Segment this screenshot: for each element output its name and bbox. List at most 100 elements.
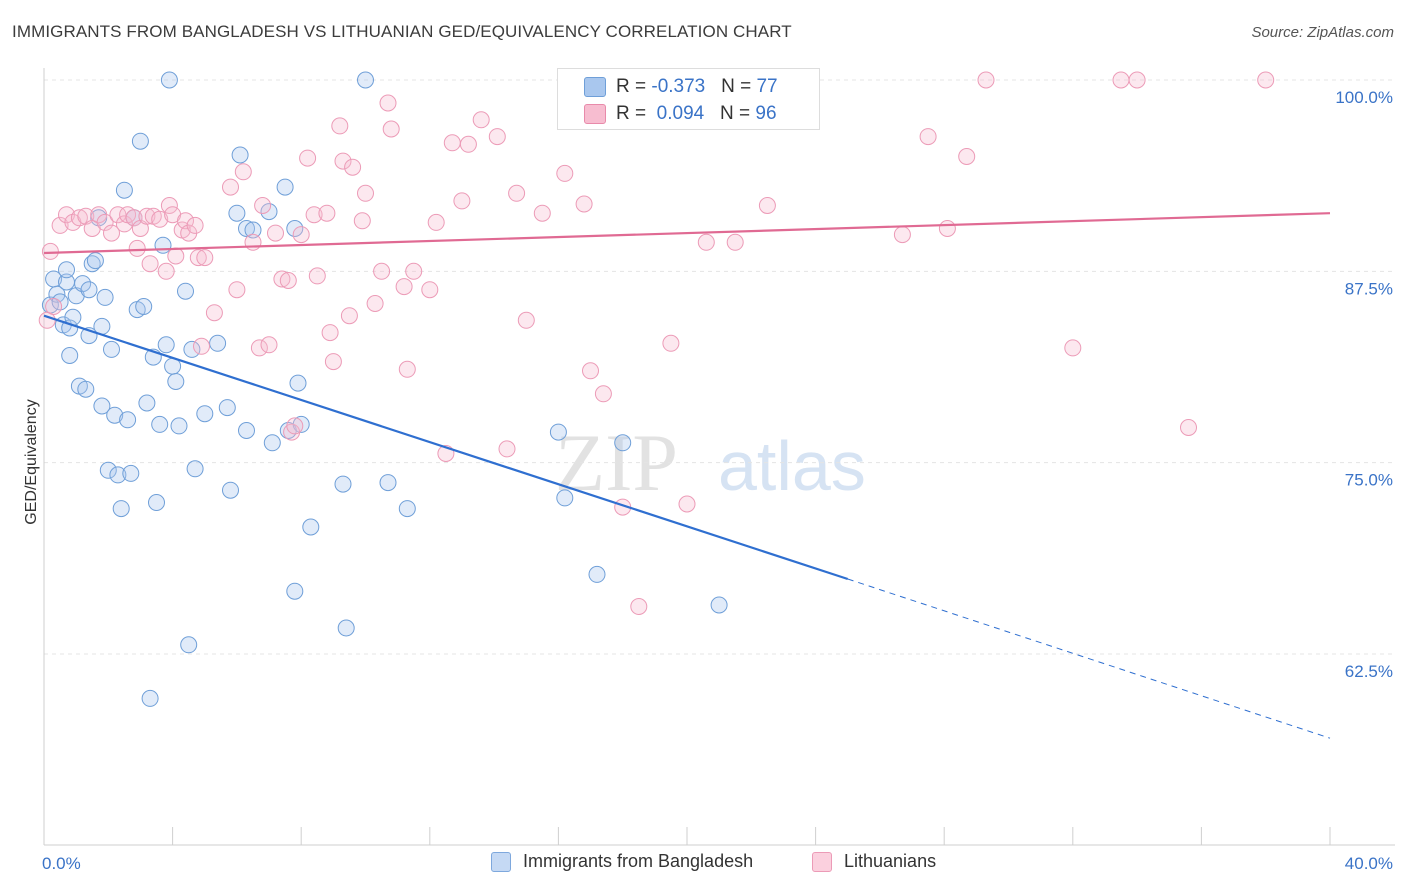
point-lithuanians: [556, 164, 574, 182]
point-bangladesh: [180, 636, 198, 654]
point-bangladesh: [263, 434, 281, 452]
point-lithuanians: [517, 311, 535, 329]
point-bangladesh: [218, 399, 236, 417]
point-lithuanians: [125, 209, 143, 227]
point-lithuanians: [244, 233, 262, 251]
point-lithuanians: [366, 295, 384, 312]
point-lithuanians: [498, 440, 516, 458]
point-bangladesh: [357, 71, 374, 89]
point-bangladesh: [276, 178, 294, 196]
point-lithuanians: [508, 184, 526, 202]
point-bangladesh: [222, 481, 239, 499]
point-lithuanians: [405, 262, 423, 280]
point-bangladesh: [131, 132, 149, 150]
point-lithuanians: [115, 215, 133, 233]
point-lithuanians: [488, 128, 506, 146]
point-bangladesh: [61, 319, 79, 337]
point-lithuanians: [758, 197, 776, 214]
point-lithuanians: [128, 239, 146, 257]
point-lithuanians: [250, 339, 268, 357]
legend-item-bangladesh[interactable]: Immigrants from Bangladesh: [491, 851, 753, 872]
point-bangladesh: [289, 374, 307, 392]
point-bangladesh: [238, 220, 255, 237]
point-bangladesh: [260, 203, 278, 221]
point-lithuanians: [373, 262, 391, 280]
y-tick-label: 87.5%: [1345, 279, 1393, 298]
point-lithuanians: [427, 213, 445, 231]
point-bangladesh: [157, 336, 175, 354]
point-lithuanians: [45, 298, 63, 315]
point-lithuanians: [340, 307, 358, 325]
x-tick-label: 0.0%: [42, 854, 81, 873]
point-bangladesh: [337, 619, 355, 637]
point-lithuanians: [453, 192, 471, 210]
y-axis-label: GED/Equivalency: [23, 399, 40, 524]
legend-swatch-lithuanians: [812, 851, 832, 872]
legend: Immigrants from Bangladesh Lithuanians: [0, 851, 1406, 881]
point-bangladesh: [154, 236, 172, 254]
legend-item-lithuanians[interactable]: Lithuanians: [812, 851, 936, 872]
point-lithuanians: [353, 212, 371, 230]
point-bangladesh: [141, 689, 159, 707]
point-lithuanians: [324, 353, 342, 371]
point-bangladesh: [148, 494, 165, 511]
point-bangladesh: [588, 565, 606, 583]
point-bangladesh: [170, 417, 188, 435]
point-lithuanians: [167, 247, 185, 265]
point-lithuanians: [938, 220, 956, 237]
point-bangladesh: [106, 406, 124, 424]
legend-label-bangladesh: Immigrants from Bangladesh: [523, 851, 754, 871]
point-lithuanians: [286, 417, 304, 435]
point-bangladesh: [238, 422, 255, 439]
point-bangladesh: [228, 204, 246, 222]
point-lithuanians: [299, 149, 317, 167]
point-lithuanians: [305, 206, 323, 224]
point-bangladesh: [96, 288, 114, 306]
point-bangladesh: [398, 500, 416, 518]
point-lithuanians: [533, 204, 551, 222]
point-lithuanians: [234, 163, 252, 181]
point-bangladesh: [58, 261, 75, 279]
axis-labels: 62.5% 75.0% 87.5% 100.0% 0.0% 40.0% GED/Equiva…: [23, 88, 1393, 873]
point-lithuanians: [678, 495, 696, 513]
r-label: R =: [616, 103, 652, 124]
point-bangladesh: [77, 380, 95, 398]
watermark-atlas: atlas: [718, 427, 866, 505]
point-lithuanians: [1128, 71, 1146, 89]
point-bangladesh: [186, 460, 204, 478]
point-bangladesh: [302, 518, 320, 536]
point-bangladesh: [160, 71, 178, 89]
point-lithuanians: [321, 324, 339, 342]
point-bangladesh: [115, 181, 133, 199]
point-lithuanians: [398, 360, 416, 378]
source-label: Source: ZipAtlas.com: [1251, 24, 1394, 41]
trend-lines: [43, 212, 1331, 739]
point-lithuanians: [726, 233, 744, 251]
point-lithuanians: [421, 281, 439, 299]
point-bangladesh: [122, 464, 140, 482]
n-label: N =: [720, 103, 756, 124]
point-lithuanians: [334, 152, 352, 170]
point-lithuanians: [189, 249, 207, 267]
point-lithuanians: [919, 128, 937, 146]
trend-line-bangladesh: [43, 314, 849, 581]
y-tick-label: 62.5%: [1345, 662, 1393, 681]
point-bangladesh: [86, 252, 104, 270]
point-bangladesh: [244, 221, 262, 239]
point-bangladesh: [103, 340, 120, 358]
point-lithuanians: [96, 213, 114, 231]
point-lithuanians: [594, 385, 612, 403]
point-lithuanians: [160, 197, 178, 214]
y-tick-label: 75.0%: [1345, 471, 1393, 490]
point-lithuanians: [344, 158, 362, 176]
stats-legend: R = -0.373 N = 77 R = 0.094 N = 96: [557, 68, 820, 130]
point-lithuanians: [1257, 71, 1275, 89]
r-value: 0.094: [656, 103, 705, 124]
point-lithuanians: [357, 184, 374, 202]
point-bangladesh: [99, 461, 117, 479]
point-bangladesh: [196, 405, 214, 423]
point-bangladesh: [61, 347, 79, 364]
point-bangladesh: [286, 582, 304, 600]
point-lithuanians: [472, 111, 490, 129]
point-lithuanians: [662, 334, 680, 352]
